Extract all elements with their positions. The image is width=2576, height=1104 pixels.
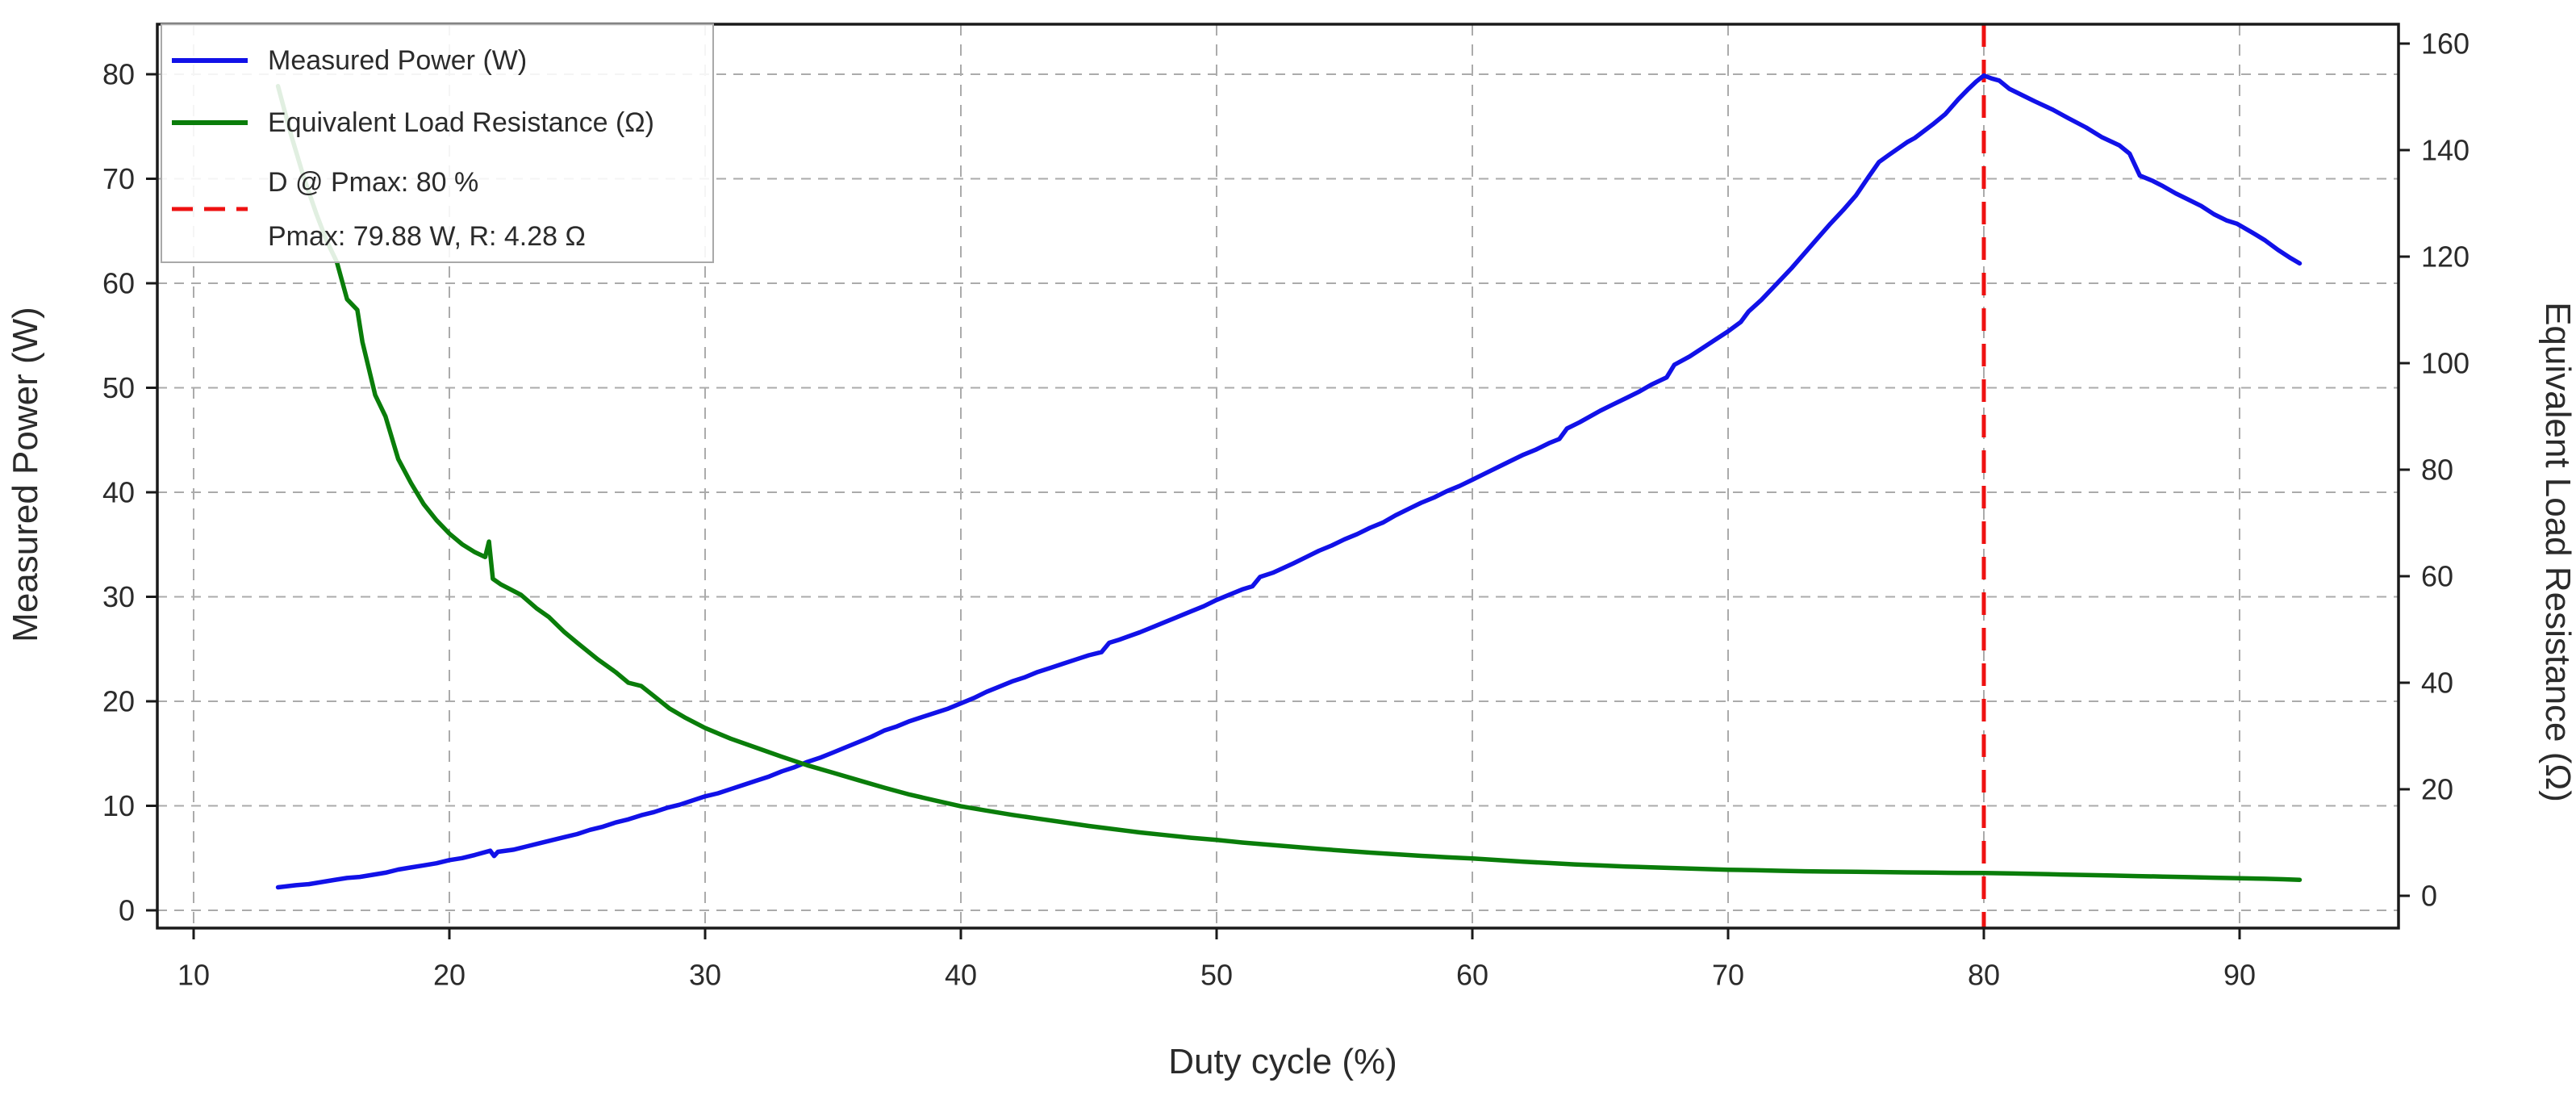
y-right-tick-label: 80: [2421, 454, 2453, 487]
y-right-tick-label: 160: [2421, 27, 2470, 61]
y-left-tick-label: 60: [102, 267, 135, 300]
legend-label-resistance: Equivalent Load Resistance (Ω): [268, 107, 654, 138]
x-tick-label: 20: [433, 959, 466, 992]
y-left-tick-label: 50: [102, 371, 135, 404]
legend-label-power: Measured Power (W): [268, 45, 527, 76]
x-tick-label: 30: [689, 959, 721, 992]
measured-power-line: [275, 73, 2303, 890]
y-axis-label-right: Equivalent Load Resistance (Ω): [2538, 302, 2576, 802]
y-axis-label-left: Measured Power (W): [6, 307, 45, 642]
legend-box: [161, 23, 714, 263]
axes-spines: [156, 23, 2400, 930]
y-left-tick-label: 0: [119, 894, 135, 927]
data-series: [275, 73, 2303, 890]
x-tick-label: 40: [945, 959, 977, 992]
axis-tick-labels: 10 20 30 40 50 60 70 80 90 0 10 20 30 40 50 60 70 80 0 20 40…: [102, 27, 2470, 992]
y-left-tick-label: 30: [102, 580, 135, 613]
x-tick-label: 10: [177, 959, 210, 992]
y-right-tick-label: 20: [2421, 773, 2453, 806]
y-left-tick-label: 10: [102, 789, 135, 822]
x-tick-label: 90: [2223, 959, 2256, 992]
y-right-tick-label: 0: [2421, 880, 2437, 913]
y-right-tick-label: 40: [2421, 667, 2453, 700]
grid-lines: [157, 24, 2399, 928]
legend-label-dpmax: D @ Pmax: 80 %: [268, 167, 478, 198]
x-tick-label: 50: [1200, 959, 1233, 992]
y-right-tick-label: 60: [2421, 560, 2453, 593]
y-left-tick-label: 40: [102, 476, 135, 509]
plot-border: [156, 23, 2400, 930]
y-right-tick-label: 120: [2421, 240, 2470, 274]
x-tick-label: 60: [1456, 959, 1488, 992]
legend: Measured Power (W) Equivalent Load Resis…: [161, 23, 714, 263]
y-right-tick-label: 100: [2421, 347, 2470, 380]
axis-ticks: [146, 42, 2410, 939]
x-axis-label: Duty cycle (%): [1168, 1042, 1397, 1081]
y-right-tick-label: 140: [2421, 134, 2470, 167]
y-left-tick-label: 70: [102, 162, 135, 195]
load-resistance-line: [275, 84, 2303, 882]
x-tick-label: 80: [1968, 959, 2000, 992]
legend-label-pmax: Pmax: 79.88 W, R: 4.28 Ω: [268, 221, 586, 252]
x-tick-label: 70: [1712, 959, 1744, 992]
y-left-tick-label: 80: [102, 58, 135, 91]
y-left-tick-label: 20: [102, 685, 135, 718]
